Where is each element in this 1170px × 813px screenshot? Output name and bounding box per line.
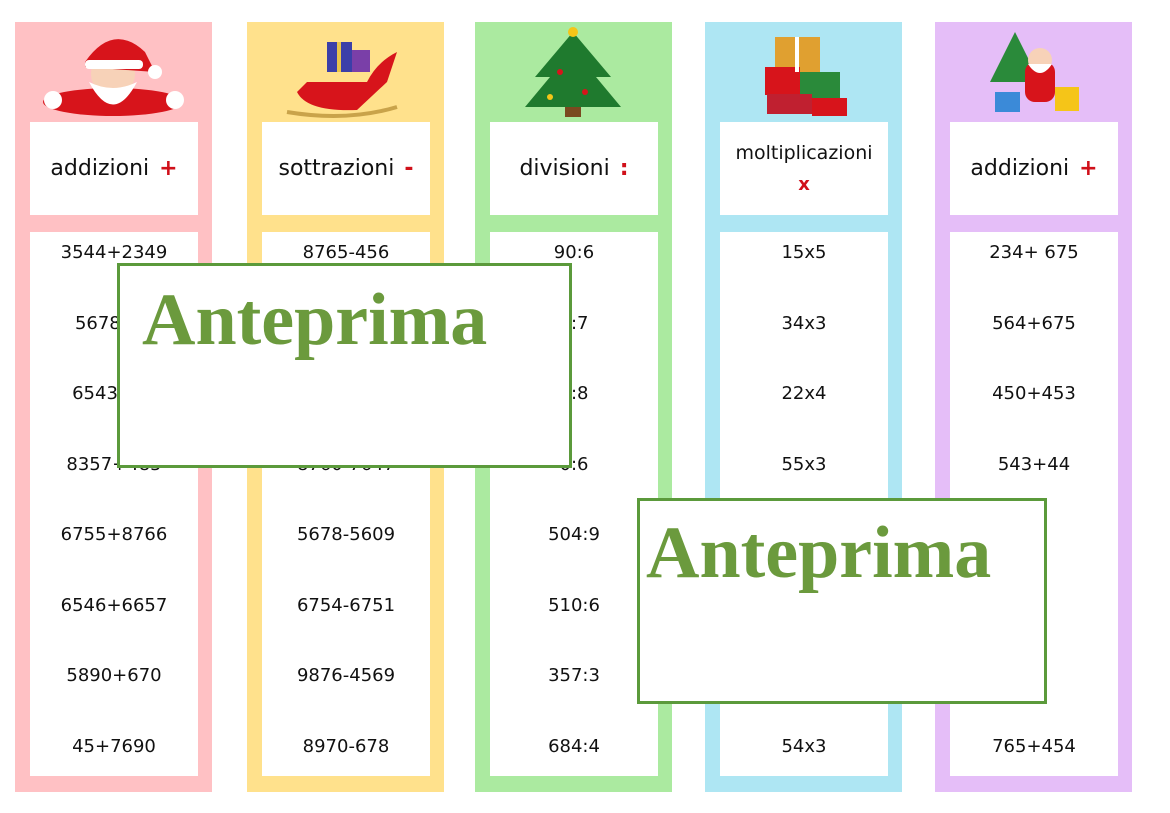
column-header: addizioni + [30, 122, 198, 215]
exercise: 55x3 [781, 453, 827, 475]
exercise: 6755+8766 [60, 524, 168, 545]
exercise: 45+7690 [72, 735, 156, 757]
header-title: divisioni [519, 156, 610, 181]
exercise: 9876-4569 [296, 665, 396, 686]
column-header: divisioni: [490, 122, 658, 215]
exercise: 765+454 [992, 735, 1076, 757]
column-header: sottrazioni - [262, 122, 430, 215]
header-title: addizioni [970, 156, 1070, 181]
exercise: 3544+2349 [60, 242, 168, 263]
exercise: 22x4 [781, 383, 827, 404]
exercise: 510:6 [548, 594, 600, 616]
exercise: 34x3 [781, 312, 827, 334]
watermark: Anteprima [142, 279, 488, 361]
exercise: 90:6 [553, 242, 595, 263]
exercise: 234+ 675 [989, 242, 1079, 263]
watermark-box: Anteprima [117, 263, 572, 468]
operator: + [1079, 156, 1098, 181]
icon [525, 27, 621, 117]
exercise: 684:4 [548, 735, 600, 757]
exercise: 15x5 [781, 242, 827, 263]
operator: + [159, 156, 178, 181]
exercise: 8765-456 [302, 242, 390, 263]
exercise: 8970-678 [302, 735, 390, 757]
exercise: 5890+670 [66, 665, 162, 686]
exercise: 543+44 [997, 453, 1071, 475]
operator: - [404, 156, 414, 181]
column-header: moltiplicazioni x [720, 122, 888, 215]
exercise: 450+453 [992, 383, 1076, 404]
header-title: moltiplicazioni [735, 142, 873, 164]
exercise: 6754-6751 [296, 594, 396, 616]
column-header: addizioni + [950, 122, 1118, 215]
exercise: 564+675 [992, 312, 1076, 334]
watermark-box: Anteprima [637, 498, 1047, 704]
icon [765, 37, 847, 116]
operator: x [798, 174, 810, 195]
exercise: 357:3 [548, 665, 600, 686]
exercise: 6546+6657 [60, 594, 168, 616]
operator: : [619, 156, 629, 181]
icon [43, 39, 184, 116]
icon [286, 42, 398, 118]
exercise: 5678-5609 [296, 524, 396, 545]
icon [990, 32, 1079, 112]
header-title: addizioni [50, 156, 150, 181]
exercise: 54x3 [781, 735, 827, 757]
watermark: Anteprima [646, 512, 992, 594]
header-title: sottrazioni [278, 156, 395, 181]
exercise: 504:9 [548, 524, 600, 545]
